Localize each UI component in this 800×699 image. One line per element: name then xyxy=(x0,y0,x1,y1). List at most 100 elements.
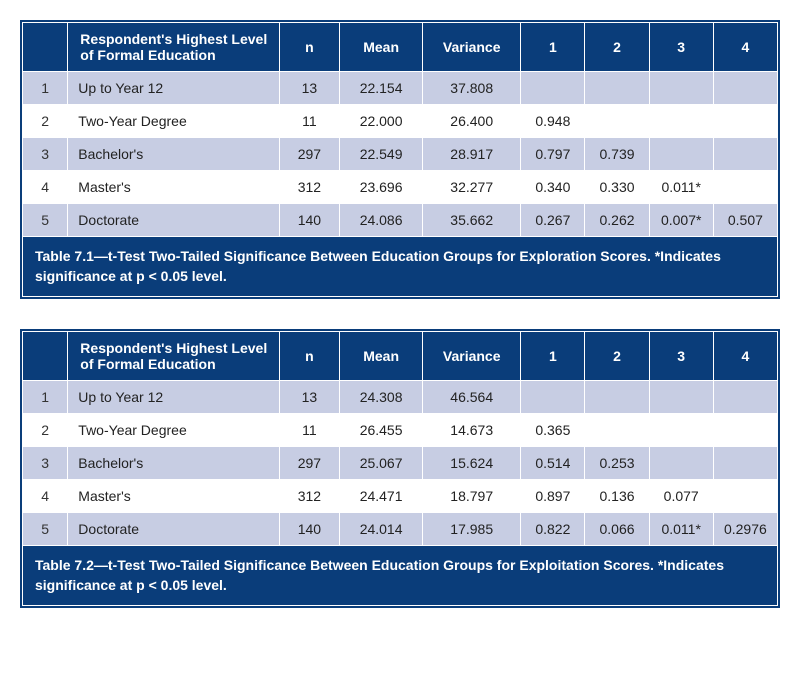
cell-idx: 5 xyxy=(23,513,68,546)
cell-idx: 3 xyxy=(23,138,68,171)
cell-edu: Doctorate xyxy=(68,204,279,237)
table-7-1: Respondent's Highest Level of Formal Edu… xyxy=(22,22,778,297)
cell-p3: 0.007* xyxy=(649,204,713,237)
cell-mean: 25.067 xyxy=(340,447,423,480)
cell-idx: 5 xyxy=(23,204,68,237)
cell-var: 26.400 xyxy=(423,105,521,138)
cell-p2 xyxy=(585,105,649,138)
col-mean: Mean xyxy=(340,23,423,72)
col-p1: 1 xyxy=(521,332,585,381)
cell-p4: 0.2976 xyxy=(713,513,777,546)
table-row: 1 Up to Year 12 13 24.308 46.564 xyxy=(23,381,778,414)
cell-p4 xyxy=(713,414,777,447)
table-row: 5 Doctorate 140 24.014 17.985 0.822 0.06… xyxy=(23,513,778,546)
cell-p3 xyxy=(649,381,713,414)
cell-p3 xyxy=(649,105,713,138)
cell-var: 15.624 xyxy=(423,447,521,480)
cell-var: 28.917 xyxy=(423,138,521,171)
cell-p1: 0.365 xyxy=(521,414,585,447)
cell-p3 xyxy=(649,138,713,171)
col-p1: 1 xyxy=(521,23,585,72)
table-7-2: Respondent's Highest Level of Formal Edu… xyxy=(22,331,778,606)
cell-mean: 24.308 xyxy=(340,381,423,414)
table-row: 3 Bachelor's 297 22.549 28.917 0.797 0.7… xyxy=(23,138,778,171)
col-education: Respondent's Highest Level of Formal Edu… xyxy=(68,332,279,381)
col-p4: 4 xyxy=(713,23,777,72)
cell-idx: 4 xyxy=(23,171,68,204)
cell-mean: 24.014 xyxy=(340,513,423,546)
col-p2: 2 xyxy=(585,23,649,72)
cell-var: 17.985 xyxy=(423,513,521,546)
cell-edu: Doctorate xyxy=(68,513,279,546)
cell-p4 xyxy=(713,381,777,414)
col-mean: Mean xyxy=(340,332,423,381)
cell-p3: 0.077 xyxy=(649,480,713,513)
col-variance: Variance xyxy=(423,332,521,381)
cell-var: 37.808 xyxy=(423,72,521,105)
table-caption-row: Table 7.1—t-Test Two-Tailed Significance… xyxy=(23,237,778,297)
cell-edu: Bachelor's xyxy=(68,447,279,480)
cell-p1: 0.948 xyxy=(521,105,585,138)
col-education: Respondent's Highest Level of Formal Edu… xyxy=(68,23,279,72)
cell-p4 xyxy=(713,138,777,171)
cell-mean: 24.471 xyxy=(340,480,423,513)
cell-p3 xyxy=(649,414,713,447)
cell-p4: 0.507 xyxy=(713,204,777,237)
cell-p1: 0.897 xyxy=(521,480,585,513)
cell-n: 13 xyxy=(279,72,339,105)
cell-p2: 0.066 xyxy=(585,513,649,546)
cell-p4 xyxy=(713,105,777,138)
cell-idx: 1 xyxy=(23,381,68,414)
table-row: 4 Master's 312 23.696 32.277 0.340 0.330… xyxy=(23,171,778,204)
cell-p1: 0.822 xyxy=(521,513,585,546)
cell-mean: 22.549 xyxy=(340,138,423,171)
cell-n: 140 xyxy=(279,204,339,237)
cell-var: 14.673 xyxy=(423,414,521,447)
col-n: n xyxy=(279,23,339,72)
cell-p1: 0.797 xyxy=(521,138,585,171)
table-7-1-wrap: Respondent's Highest Level of Formal Edu… xyxy=(20,20,780,299)
cell-p2: 0.739 xyxy=(585,138,649,171)
col-p3: 3 xyxy=(649,332,713,381)
cell-mean: 24.086 xyxy=(340,204,423,237)
cell-p1 xyxy=(521,72,585,105)
cell-edu: Up to Year 12 xyxy=(68,381,279,414)
cell-n: 13 xyxy=(279,381,339,414)
cell-edu: Two-Year Degree xyxy=(68,105,279,138)
cell-p3: 0.011* xyxy=(649,513,713,546)
cell-p3 xyxy=(649,72,713,105)
table-row: 2 Two-Year Degree 11 22.000 26.400 0.948 xyxy=(23,105,778,138)
cell-var: 35.662 xyxy=(423,204,521,237)
col-p4: 4 xyxy=(713,332,777,381)
cell-idx: 3 xyxy=(23,447,68,480)
cell-edu: Master's xyxy=(68,480,279,513)
col-index xyxy=(23,23,68,72)
table-header-row: Respondent's Highest Level of Formal Edu… xyxy=(23,23,778,72)
cell-p2: 0.262 xyxy=(585,204,649,237)
cell-p1 xyxy=(521,381,585,414)
cell-p4 xyxy=(713,447,777,480)
cell-idx: 2 xyxy=(23,414,68,447)
cell-idx: 1 xyxy=(23,72,68,105)
cell-p2: 0.136 xyxy=(585,480,649,513)
table-row: 5 Doctorate 140 24.086 35.662 0.267 0.26… xyxy=(23,204,778,237)
cell-edu: Master's xyxy=(68,171,279,204)
table-7-2-wrap: Respondent's Highest Level of Formal Edu… xyxy=(20,329,780,608)
cell-n: 140 xyxy=(279,513,339,546)
table-caption: Table 7.1—t-Test Two-Tailed Significance… xyxy=(23,237,778,297)
cell-mean: 23.696 xyxy=(340,171,423,204)
cell-n: 312 xyxy=(279,171,339,204)
cell-p4 xyxy=(713,72,777,105)
col-index xyxy=(23,332,68,381)
col-p3: 3 xyxy=(649,23,713,72)
cell-idx: 2 xyxy=(23,105,68,138)
cell-p4 xyxy=(713,171,777,204)
cell-p4 xyxy=(713,480,777,513)
table-row: 4 Master's 312 24.471 18.797 0.897 0.136… xyxy=(23,480,778,513)
cell-var: 18.797 xyxy=(423,480,521,513)
col-p2: 2 xyxy=(585,332,649,381)
cell-n: 297 xyxy=(279,138,339,171)
cell-p2 xyxy=(585,381,649,414)
cell-n: 11 xyxy=(279,105,339,138)
cell-n: 11 xyxy=(279,414,339,447)
